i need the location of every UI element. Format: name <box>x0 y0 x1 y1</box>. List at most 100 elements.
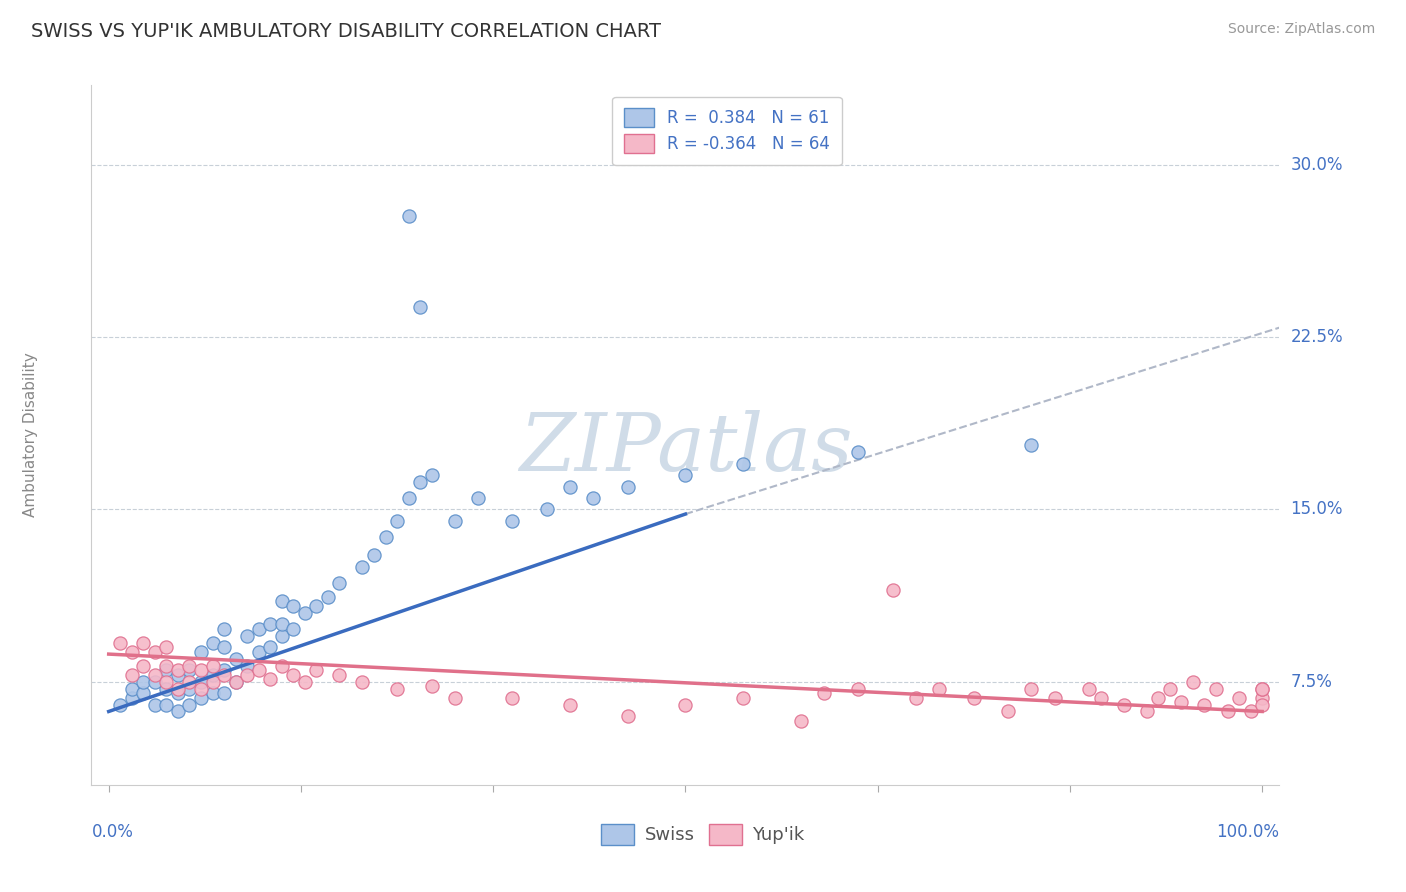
Point <box>225 651 247 665</box>
Text: SWISS VS YUP'IK AMBULATORY DISABILITY CORRELATION CHART: SWISS VS YUP'IK AMBULATORY DISABILITY CO… <box>31 22 661 41</box>
Point <box>352 674 374 689</box>
Legend: R =  0.384   N = 61, R = -0.364   N = 64: R = 0.384 N = 61, R = -0.364 N = 64 <box>612 96 842 165</box>
Point <box>201 658 224 673</box>
Text: Source: ZipAtlas.com: Source: ZipAtlas.com <box>1227 22 1375 37</box>
Point <box>1205 681 1227 696</box>
Point <box>259 673 281 687</box>
Point <box>201 635 224 649</box>
Point <box>236 667 259 681</box>
Point <box>733 457 755 471</box>
Point <box>167 667 190 681</box>
Point <box>259 617 281 632</box>
Point <box>212 663 235 677</box>
Point <box>467 491 489 505</box>
Point <box>201 686 224 700</box>
Point <box>132 674 155 689</box>
Point <box>928 681 950 696</box>
Point <box>882 582 904 597</box>
Point <box>190 663 212 677</box>
Point <box>212 686 235 700</box>
Point <box>963 690 986 705</box>
Point <box>1239 705 1261 719</box>
Text: 100.0%: 100.0% <box>1216 823 1279 841</box>
Point <box>1251 681 1274 696</box>
Point <box>1090 690 1112 705</box>
Point <box>155 658 177 673</box>
Point <box>143 645 166 659</box>
Point <box>155 698 177 712</box>
Point <box>236 658 259 673</box>
Point <box>121 645 143 659</box>
Point <box>1251 690 1274 705</box>
Point <box>294 674 316 689</box>
Point <box>1216 705 1239 719</box>
Point <box>225 674 247 689</box>
Point <box>675 468 697 483</box>
Point <box>1112 698 1135 712</box>
Point <box>398 491 420 505</box>
Point <box>132 635 155 649</box>
Point <box>352 559 374 574</box>
Point <box>270 594 292 608</box>
Text: Ambulatory Disability: Ambulatory Disability <box>22 352 38 517</box>
Point <box>385 514 408 528</box>
Point <box>997 705 1019 719</box>
Point <box>121 690 143 705</box>
Point <box>813 686 835 700</box>
Point <box>398 209 420 223</box>
Point <box>270 658 292 673</box>
Point <box>536 502 558 516</box>
Point <box>270 629 292 643</box>
Point <box>179 658 201 673</box>
Text: ZIPatlas: ZIPatlas <box>519 410 852 488</box>
Point <box>121 681 143 696</box>
Point <box>190 645 212 659</box>
Point <box>201 667 224 681</box>
Point <box>179 681 201 696</box>
Point <box>409 475 432 489</box>
Point <box>225 674 247 689</box>
Point <box>155 663 177 677</box>
Point <box>420 679 443 693</box>
Point <box>236 629 259 643</box>
Point <box>616 709 638 723</box>
Point <box>1170 695 1192 709</box>
Point <box>110 635 132 649</box>
Point <box>558 698 581 712</box>
Point <box>212 640 235 655</box>
Text: 15.0%: 15.0% <box>1291 500 1343 518</box>
Point <box>501 690 523 705</box>
Point <box>167 705 190 719</box>
Point <box>132 686 155 700</box>
Point <box>155 681 177 696</box>
Point <box>294 606 316 620</box>
Point <box>212 622 235 636</box>
Point <box>443 514 465 528</box>
Point <box>110 698 132 712</box>
Point <box>155 674 177 689</box>
Point <box>167 681 190 696</box>
Point <box>1159 681 1181 696</box>
Point <box>155 640 177 655</box>
Point <box>1181 674 1204 689</box>
Point <box>1136 705 1159 719</box>
Point <box>132 658 155 673</box>
Point <box>305 663 328 677</box>
Point <box>179 663 201 677</box>
Point <box>1043 690 1066 705</box>
Point <box>1021 438 1043 452</box>
Point <box>1147 690 1170 705</box>
Point <box>328 576 350 591</box>
Point <box>385 681 408 696</box>
Point <box>190 674 212 689</box>
Point <box>259 640 281 655</box>
Point <box>1251 681 1274 696</box>
Point <box>247 645 270 659</box>
Point <box>1078 681 1101 696</box>
Point <box>501 514 523 528</box>
Point <box>420 468 443 483</box>
Point <box>305 599 328 613</box>
Text: 7.5%: 7.5% <box>1291 673 1333 690</box>
Point <box>143 674 166 689</box>
Point <box>283 667 305 681</box>
